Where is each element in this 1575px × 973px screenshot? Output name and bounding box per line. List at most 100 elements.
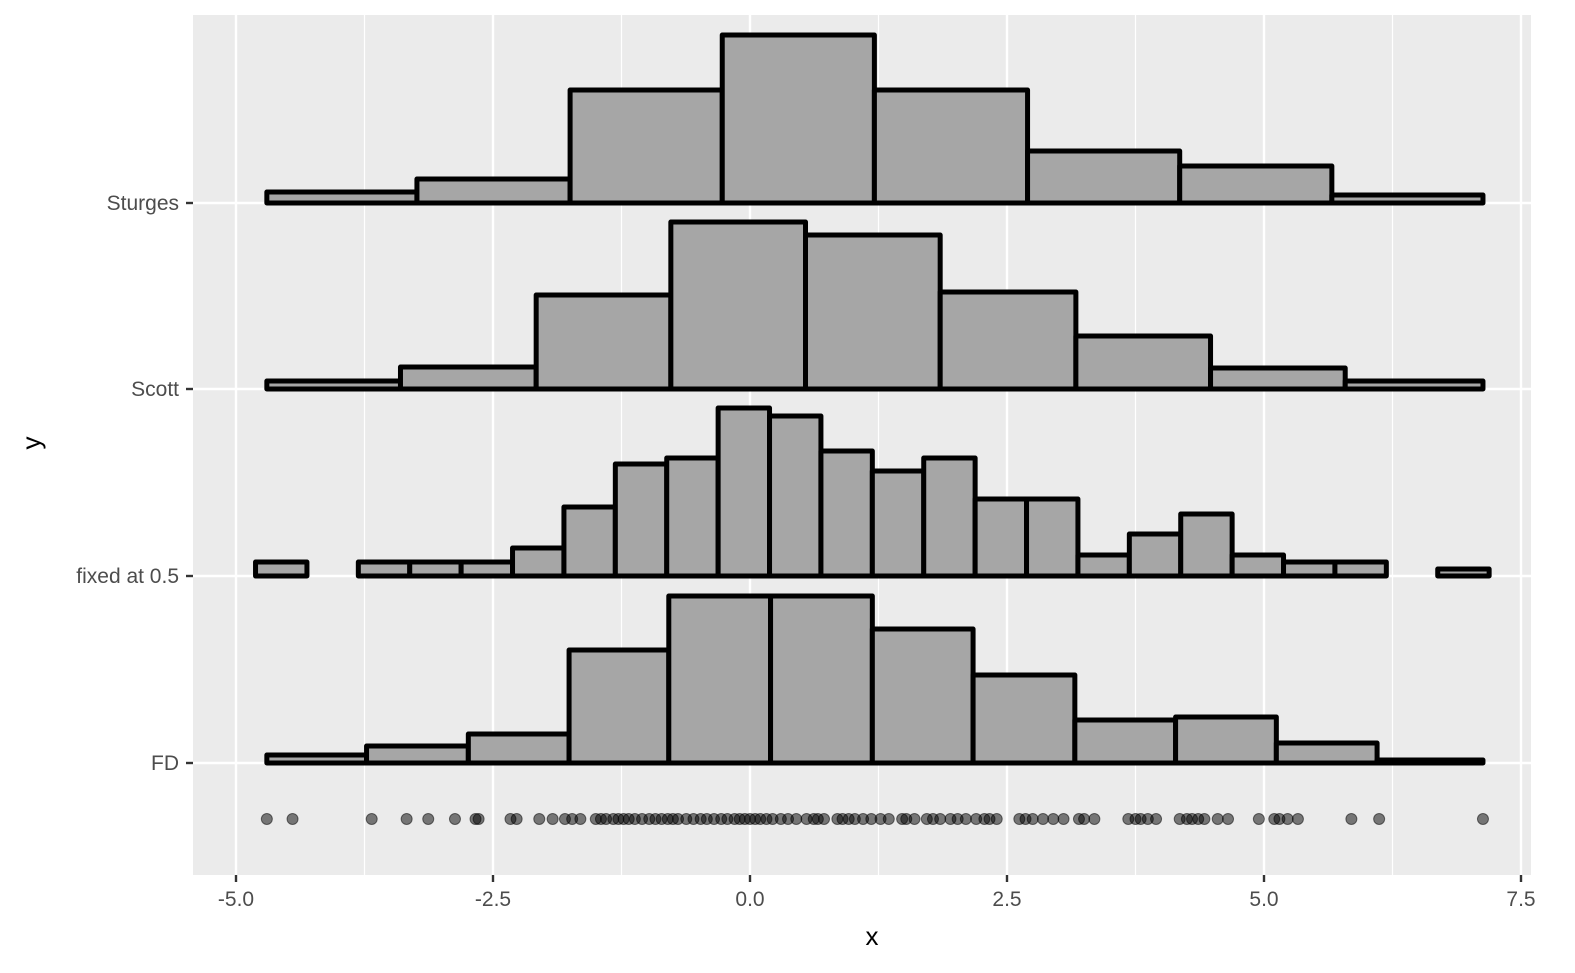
data-point [448, 813, 461, 825]
histogram-bar [970, 672, 1078, 766]
data-point [1222, 813, 1235, 825]
histogram-bar [869, 626, 976, 766]
data-point [1036, 813, 1049, 825]
data-point [286, 813, 299, 825]
histogram-bar [414, 176, 573, 206]
y-tick-label: Scott [131, 378, 179, 401]
data-point [1476, 813, 1489, 825]
x-tick-label: -5.0 [218, 888, 254, 911]
data-point [1150, 813, 1163, 825]
data-point [908, 813, 921, 825]
histogram-bar [561, 504, 618, 579]
histogram-bar [937, 289, 1079, 392]
data-point [1281, 813, 1294, 825]
histogram-bar [666, 593, 774, 766]
histogram-bar [1072, 717, 1179, 766]
histogram-bar [458, 559, 516, 579]
histogram-bar [1273, 740, 1380, 766]
histogram-bar [921, 455, 978, 579]
histogram-bar [715, 405, 773, 579]
data-point [574, 813, 587, 825]
histogram-bar [1024, 496, 1081, 579]
histogram-bar [871, 87, 1031, 206]
histogram-bar [612, 461, 670, 579]
histogram-bar [510, 545, 567, 579]
data-point [400, 813, 413, 825]
histogram-bar [1435, 566, 1492, 579]
data-point [790, 813, 803, 825]
y-axis-title: y [16, 437, 46, 450]
histogram-bar [264, 189, 420, 206]
histogram-bar [1177, 163, 1335, 206]
data-point [1026, 813, 1039, 825]
histogram-bar [264, 752, 370, 766]
histogram-Sturges [264, 32, 1486, 206]
data-point [365, 813, 378, 825]
y-tick-label: FD [151, 752, 179, 775]
histogram-FD [264, 593, 1486, 766]
histogram-bar [364, 743, 471, 766]
histogram-bar [972, 496, 1030, 579]
histogram-fixed-at-05 [253, 405, 1492, 579]
histogram-bar [869, 468, 927, 579]
histogram-bar [1126, 531, 1184, 579]
histogram-bar [1374, 757, 1486, 766]
data-point [818, 813, 831, 825]
histogram-bar [1342, 378, 1486, 392]
histogram-bar [567, 87, 725, 206]
y-tick-label: Sturges [107, 192, 179, 215]
data-point [422, 813, 435, 825]
histogram-bar [1281, 559, 1338, 579]
data-point [260, 813, 273, 825]
histogram-bar [253, 559, 310, 579]
histogram-bar [719, 32, 877, 206]
data-point [882, 813, 895, 825]
data-point [990, 813, 1003, 825]
data-point [546, 813, 559, 825]
histogram-bar [767, 413, 824, 579]
histogram-bar [355, 559, 413, 579]
histogram-bar [407, 559, 464, 579]
histogram-bar [465, 731, 572, 766]
x-axis-title: x [866, 921, 879, 951]
histogram-bar [768, 593, 875, 766]
data-point [1211, 813, 1224, 825]
data-point [1078, 813, 1091, 825]
x-tick-label: -2.5 [475, 888, 511, 911]
histogram-bar [1075, 552, 1132, 579]
x-tick-label: 5.0 [1249, 888, 1278, 911]
histogram-bar [803, 232, 943, 392]
data-point [1291, 813, 1304, 825]
data-point [533, 813, 546, 825]
histogram-bar [1073, 333, 1214, 392]
histogram-bar [668, 219, 809, 392]
histogram-bar [818, 448, 875, 579]
x-tick-label: 0.0 [735, 888, 764, 911]
data-point [934, 813, 947, 825]
x-tick-label: 2.5 [992, 888, 1021, 911]
histogram-bar [1332, 559, 1389, 579]
data-points [260, 813, 1489, 825]
data-point [510, 813, 523, 825]
x-tick-label: 7.5 [1506, 888, 1535, 911]
histogram-bar [1229, 552, 1287, 579]
histogram-bar [1025, 148, 1183, 206]
histogram-bar [1178, 511, 1235, 579]
histogram-bar [664, 455, 721, 579]
histogram-bar [264, 378, 403, 392]
y-tick-label: fixed at 0.5 [76, 565, 179, 588]
data-point [1252, 813, 1265, 825]
histogram-Scott [264, 219, 1486, 392]
histogram-bars [253, 32, 1492, 766]
y-axis: Sturges Scott fixed at 0.5 FD [76, 192, 193, 775]
histogram-bar [1208, 365, 1348, 392]
data-point [1345, 813, 1358, 825]
histogram-bar [1173, 714, 1279, 766]
data-point [1047, 813, 1060, 825]
x-axis: -5.0 -2.5 0.0 2.5 5.0 7.5 [218, 875, 1536, 911]
data-point [472, 813, 485, 825]
histogram-bar [533, 292, 674, 392]
histogram-bar [566, 647, 672, 766]
data-point [959, 813, 972, 825]
